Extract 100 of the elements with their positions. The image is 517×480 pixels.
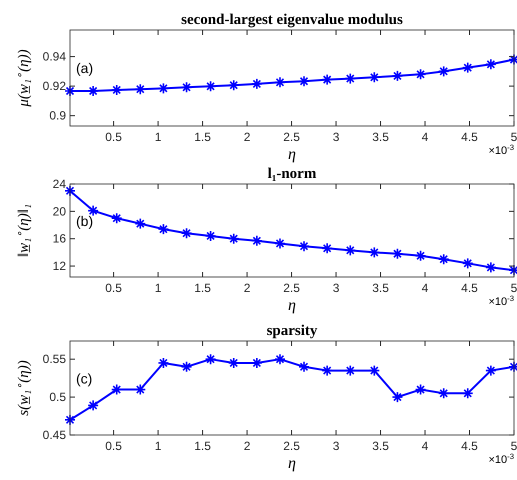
x-tick-label: 1.5 <box>194 130 212 144</box>
point <box>321 364 333 376</box>
point <box>251 234 263 247</box>
x-tick-label: 2.5 <box>283 281 300 295</box>
x-tick-label: 1 <box>154 130 162 144</box>
point <box>274 76 286 88</box>
x-tick-label: 3 <box>332 130 340 144</box>
x-tick-label: 4.5 <box>461 130 478 144</box>
x-tick-label: 3 <box>332 281 340 295</box>
x-tick-label: 2 <box>244 281 251 295</box>
x-tick-label: 0.5 <box>105 281 122 295</box>
x-tick-label: 3.5 <box>372 439 390 453</box>
y-tick-label: 20 <box>52 204 66 218</box>
point <box>251 357 263 369</box>
point <box>462 258 474 270</box>
text: ×10$^{-3}$ <box>488 142 514 157</box>
point <box>87 400 99 412</box>
point <box>298 360 310 373</box>
point <box>158 357 170 369</box>
y-tick-label: 0.9 <box>49 108 66 123</box>
x-tick-label: 2.5 <box>283 130 300 144</box>
point <box>438 66 450 78</box>
point <box>438 253 450 266</box>
x-axis-title: η <box>288 455 296 472</box>
x-tick-label: 1 <box>154 281 162 295</box>
x-tick-label: 2 <box>244 439 251 453</box>
x-tick-label: 3.5 <box>372 130 390 144</box>
x-axis-title: η <box>288 297 296 314</box>
point <box>485 58 497 70</box>
chart-title: l₁-norm <box>268 166 317 182</box>
x-tick-label: 0.5 <box>105 130 122 144</box>
point <box>228 79 240 92</box>
point <box>180 360 192 373</box>
point <box>344 72 356 84</box>
x-tick-label: 1.5 <box>194 439 212 453</box>
point <box>368 364 380 376</box>
point <box>298 240 310 252</box>
point <box>485 262 497 274</box>
y-tick-label: 16 <box>52 232 66 246</box>
point <box>158 223 170 235</box>
y-tick-label: 0.55 <box>42 352 66 366</box>
x-tick-label: 4 <box>422 130 429 144</box>
x-tick-label: 1.5 <box>194 281 212 295</box>
x-tick-label: 5 <box>510 130 517 144</box>
y-tick-label: 0.5 <box>49 390 66 404</box>
x-tick-label: 4 <box>422 439 429 453</box>
point <box>251 78 263 90</box>
y-tick-label: 0.92 <box>42 79 66 94</box>
point <box>414 68 426 80</box>
y-tick-label: 24 <box>52 177 66 191</box>
text: ×10$^{-3}$ <box>488 452 514 466</box>
point <box>344 364 356 376</box>
x-tick-label: 3 <box>332 439 340 453</box>
point <box>180 227 192 240</box>
x-tick-label: 4.5 <box>461 439 478 453</box>
point <box>87 204 99 216</box>
point <box>158 82 170 94</box>
annotation: (c) <box>76 370 92 386</box>
x-tick-label: 1 <box>154 439 162 453</box>
x-tick-label: 5 <box>510 439 517 453</box>
point <box>462 62 474 74</box>
point <box>438 388 450 400</box>
point <box>134 83 146 96</box>
text: ×10$^{-3}$ <box>488 294 514 308</box>
annotation: (a) <box>76 60 94 76</box>
x-tick-label: 3.5 <box>372 281 390 295</box>
point <box>414 250 426 262</box>
point <box>64 185 76 197</box>
point <box>134 218 146 230</box>
x-tick-label: 5 <box>510 281 517 295</box>
point <box>392 70 404 82</box>
point <box>204 230 216 242</box>
x-tick-label: 2 <box>244 130 251 144</box>
point <box>321 74 333 86</box>
point <box>204 353 216 365</box>
chart-title: second-largest eigenvalue modulus <box>181 12 403 28</box>
point <box>228 232 240 245</box>
chart-title: sparsity <box>266 323 318 339</box>
point <box>392 391 404 403</box>
point <box>485 364 497 376</box>
point <box>274 353 286 365</box>
point <box>321 242 333 254</box>
point <box>392 248 404 260</box>
point <box>274 238 286 250</box>
x-tick-label: 2.5 <box>283 439 300 453</box>
x-tick-label: 4.5 <box>461 281 478 295</box>
point <box>110 212 123 224</box>
point <box>204 80 216 92</box>
point <box>64 414 76 426</box>
point <box>344 244 356 256</box>
y-tick-label: 0.45 <box>42 428 66 442</box>
y-tick-label: 0.94 <box>42 50 66 64</box>
annotation: (b) <box>76 212 94 229</box>
point <box>462 388 474 400</box>
y-tick-label: 12 <box>52 259 66 274</box>
x-axis-title: η <box>288 146 296 163</box>
point <box>368 246 380 258</box>
x-tick-label: 4 <box>422 281 429 295</box>
x-tick-label: 0.5 <box>105 439 122 453</box>
point <box>110 84 123 96</box>
